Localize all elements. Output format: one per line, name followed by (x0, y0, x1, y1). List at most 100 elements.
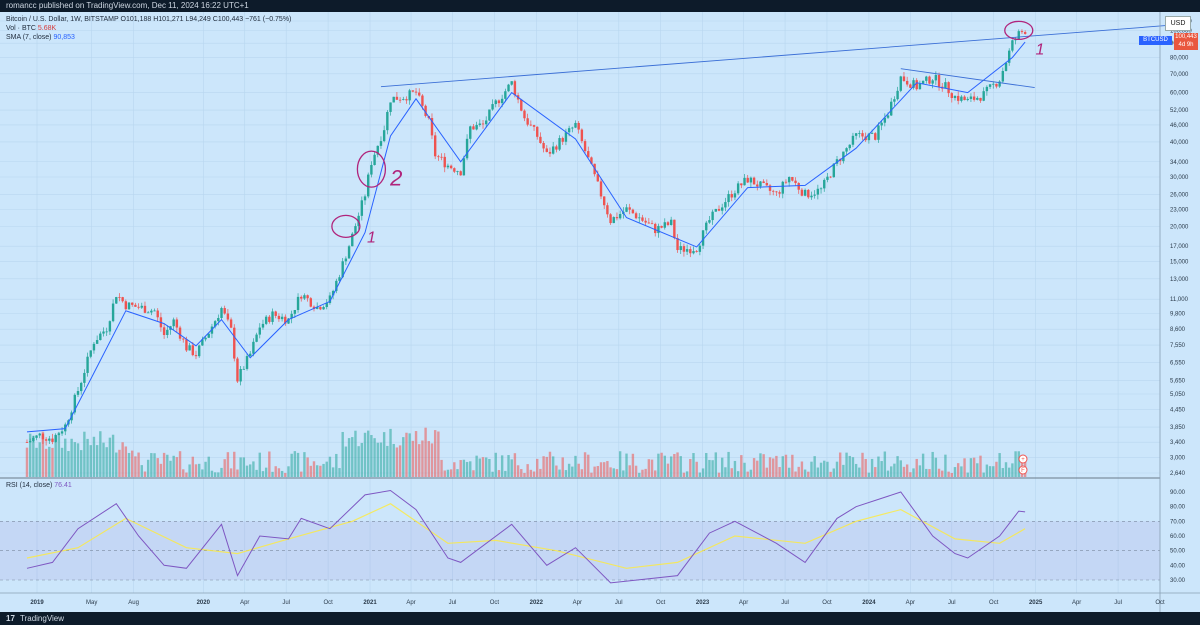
volume-bar (854, 463, 858, 477)
candle (558, 135, 561, 151)
volume-bar (529, 469, 533, 477)
volume-alert-icon[interactable]: + (1018, 454, 1028, 464)
volume-bar (513, 453, 517, 477)
candle (587, 146, 590, 158)
candle (740, 183, 743, 189)
candle (705, 220, 708, 234)
volume-bar (465, 461, 469, 477)
price-axis-ticks[interactable]: 108,000100,00090,00080,00070,00060,00052… (1170, 19, 1192, 477)
volume-bar (162, 452, 166, 477)
ticker-label: BTCUSD (1139, 36, 1172, 45)
candle (258, 323, 261, 339)
candle (478, 119, 482, 127)
volume-bar (628, 465, 631, 477)
candle (363, 194, 367, 205)
time-tick-label: 2019 (30, 600, 44, 606)
candle (858, 130, 861, 138)
volume-bar (587, 454, 590, 477)
price-tick-label: 3,400 (1170, 440, 1186, 446)
volume-bar (912, 468, 915, 477)
volume-bar (851, 457, 855, 477)
trendline[interactable] (900, 68, 1035, 89)
candle (92, 341, 96, 354)
time-tick-label: Oct (1155, 600, 1165, 606)
trendline[interactable] (380, 25, 1166, 88)
candle (328, 292, 332, 305)
volume-bar (351, 437, 354, 477)
rsi-tick-label: 80.00 (1170, 505, 1186, 511)
rsi-gridlines (0, 521, 1160, 581)
volume-bar (48, 446, 51, 477)
price-tick-label: 8,600 (1170, 327, 1186, 333)
candle (877, 122, 880, 143)
legend-vol-label[interactable]: Vol · BTC (6, 25, 36, 32)
candle (370, 161, 373, 178)
volume-bar (481, 457, 485, 477)
volume-bar (778, 467, 781, 477)
candle (280, 313, 284, 322)
volume-bar (370, 435, 373, 477)
time-axis-ticks[interactable]: 2019 May Aug 2020 Apr Jul Oct 2021 Apr Jul Oct 2022… (30, 600, 1165, 606)
volume-bar (969, 458, 973, 477)
candle (526, 113, 529, 127)
candle (440, 153, 443, 161)
price-tick-label: 9,800 (1170, 311, 1186, 317)
volume-bar (411, 440, 415, 477)
price-tick-label: 7,550 (1170, 343, 1186, 349)
candle (175, 317, 179, 332)
candle (551, 142, 555, 155)
candle (249, 350, 252, 357)
candle (411, 90, 415, 93)
candle (819, 187, 823, 194)
candle (778, 190, 781, 198)
candle (510, 81, 513, 86)
volume-bar (982, 472, 985, 477)
candle (51, 433, 54, 445)
annotation-label-1a: 1 (367, 230, 376, 247)
candle (481, 119, 485, 129)
volume-bar (720, 457, 724, 477)
volume-bar (143, 471, 147, 477)
volume-bar (153, 453, 156, 477)
volume-bar (890, 466, 893, 477)
flag-icon[interactable]: F (1018, 465, 1028, 475)
price-tick-label: 40,000 (1170, 140, 1189, 146)
candle (944, 78, 947, 89)
rsi-tick-label: 70.00 (1170, 519, 1186, 525)
rsi-legend-label[interactable]: RSI (14, close) (6, 482, 53, 489)
currency-selector[interactable]: USD (1165, 16, 1191, 31)
volume-bar (328, 456, 332, 477)
chart-area[interactable]: 121 108,000100,00090,00080,00070,00060,0… (0, 12, 1200, 612)
legend-symbol[interactable]: Bitcoin / U.S. Dollar, 1W, BITSTAMP (6, 16, 119, 23)
volume-bar (102, 442, 105, 477)
volume-bar (925, 468, 928, 477)
legend-sma-label[interactable]: SMA (7, close) (6, 34, 52, 41)
time-tick-label: Apr (739, 600, 748, 606)
volume-bar (111, 434, 115, 477)
candle (768, 184, 772, 196)
volume-bar (309, 465, 313, 477)
volume-bar (749, 469, 753, 477)
candle (296, 293, 300, 313)
volume-bar (284, 472, 287, 477)
rsi-axis-ticks[interactable]: 90.00 80.00 70.00 60.00 50.00 40.00 30.00 (1170, 490, 1186, 584)
candle (669, 216, 673, 226)
chart-svg[interactable]: 121 108,000100,00090,00080,00070,00060,0… (0, 12, 1200, 612)
volume-bar (561, 457, 564, 477)
volume-bar (494, 452, 497, 477)
candle (915, 78, 918, 91)
volume-bar (319, 465, 322, 477)
candle (255, 332, 258, 343)
time-tick-label: 2022 (530, 600, 544, 606)
volume-bar (899, 460, 902, 477)
volume-bar (772, 458, 775, 477)
candle (612, 216, 615, 224)
volume-bar (759, 453, 762, 477)
volume-bar (60, 447, 64, 477)
candle (1017, 29, 1020, 40)
volume-bar (86, 438, 89, 477)
candle (504, 88, 507, 103)
footer-brand[interactable]: TradingView (19, 614, 65, 623)
candle (711, 209, 714, 225)
candle (529, 120, 533, 127)
